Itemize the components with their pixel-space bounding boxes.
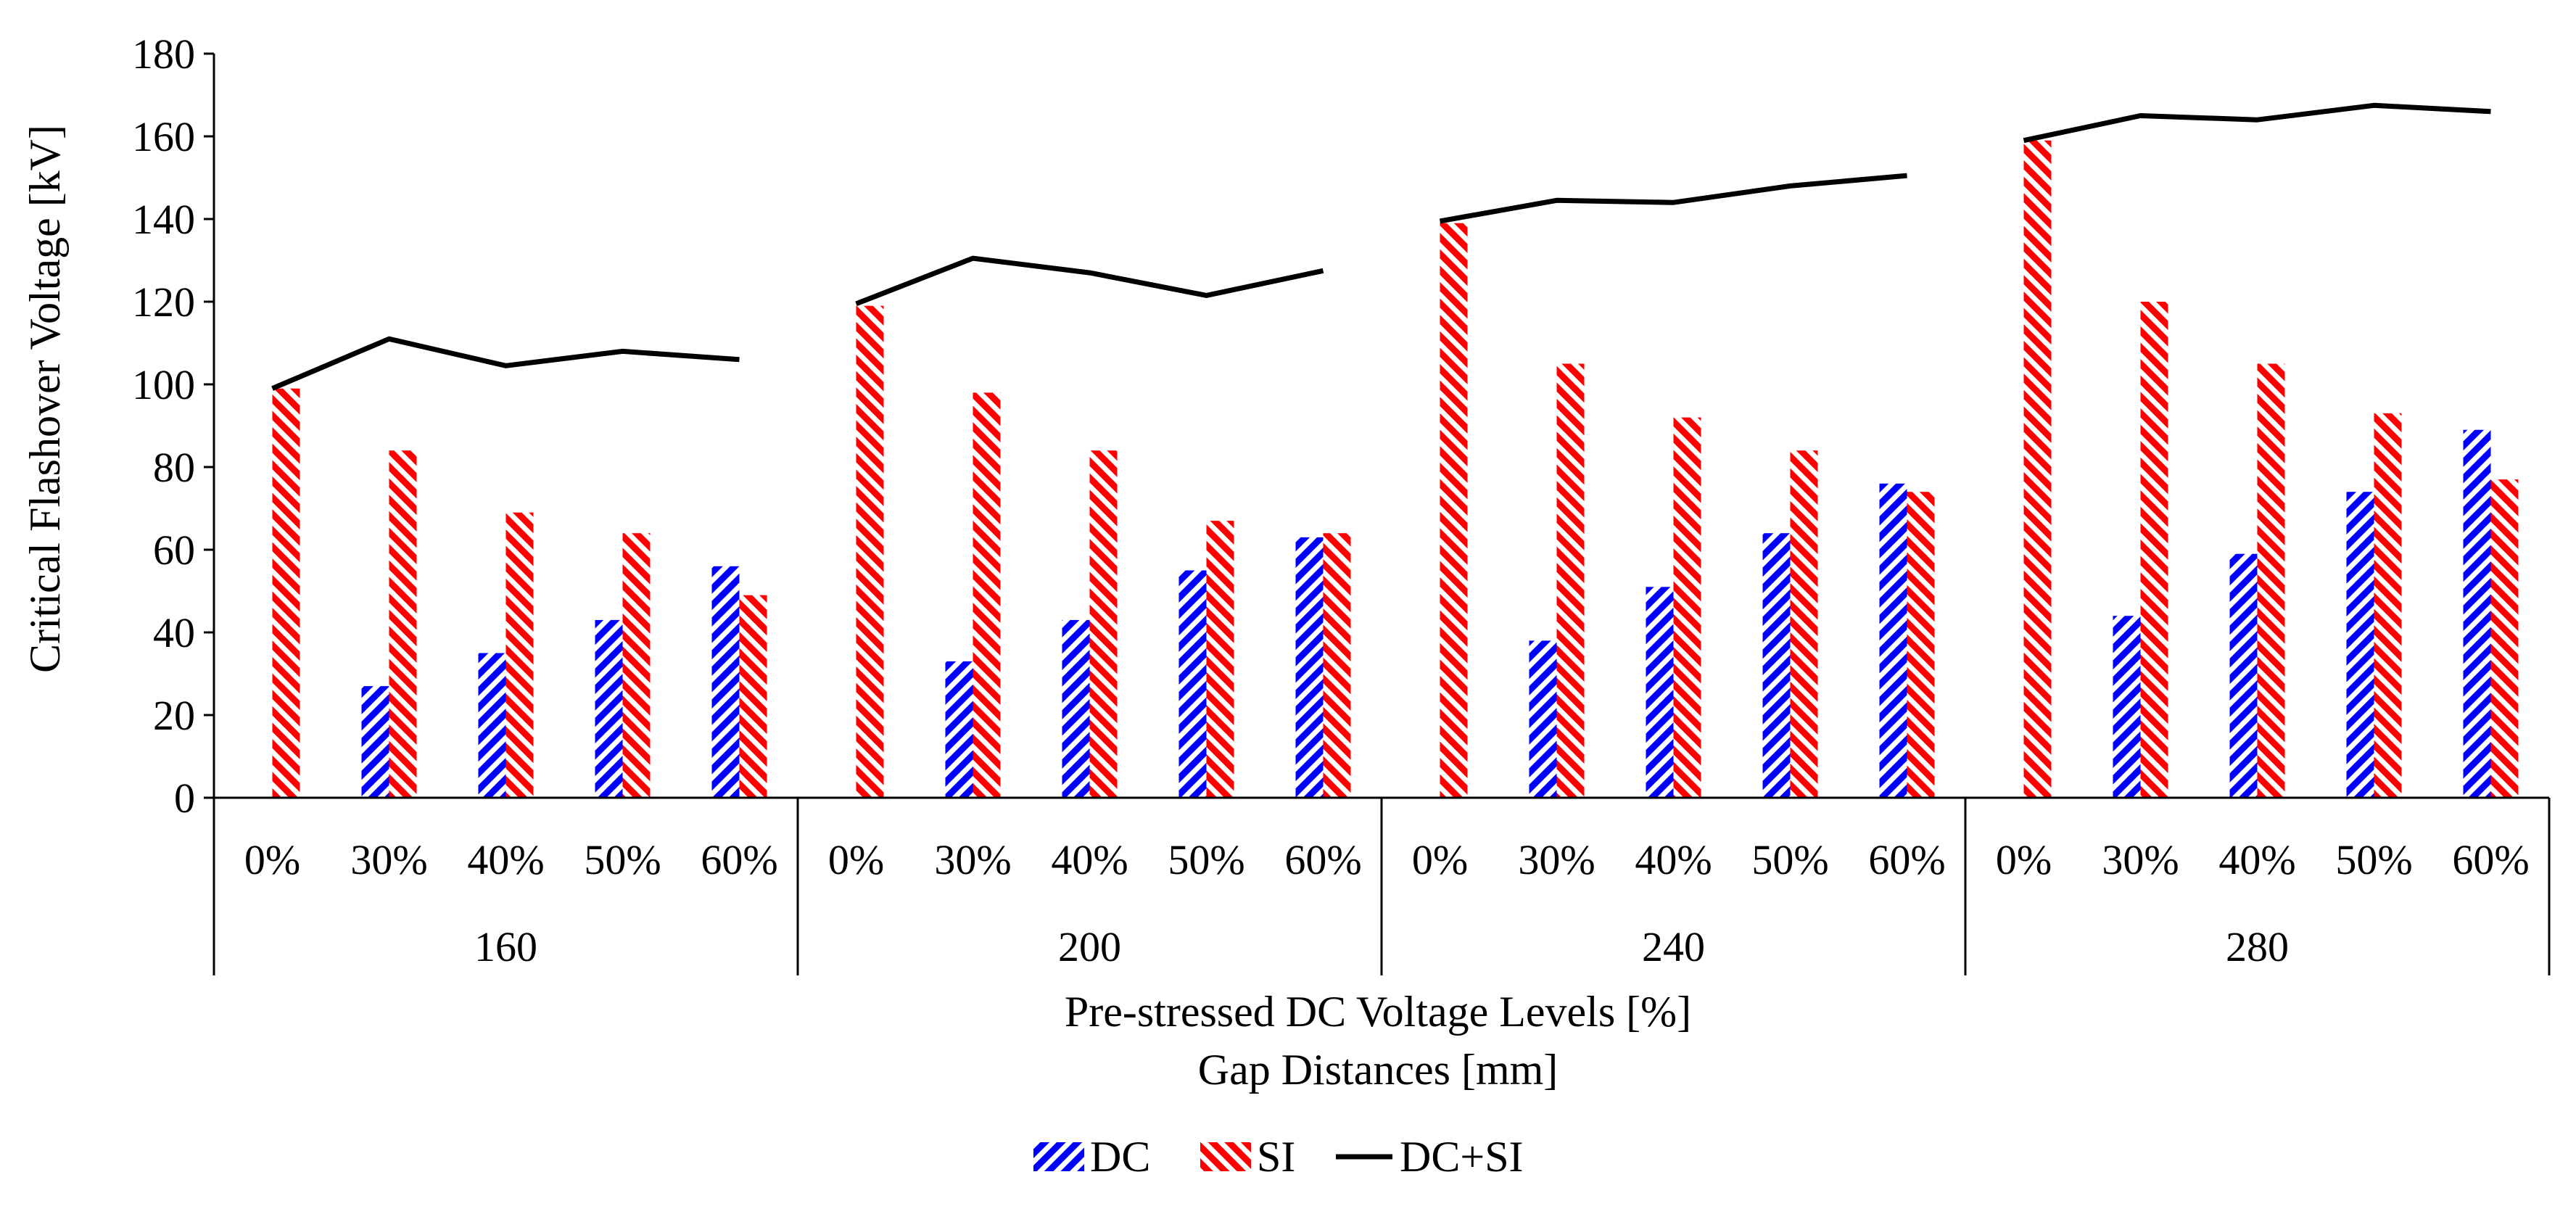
- legend: DC SI DC+SI: [1033, 1133, 1524, 1181]
- y-tick-label: 160: [132, 113, 195, 160]
- x-subcategory-label: 30%: [1518, 836, 1595, 883]
- bar-dc: [945, 661, 973, 798]
- legend-label-dc-si: DC+SI: [1400, 1133, 1524, 1181]
- bar-si: [2374, 413, 2402, 798]
- x-subcategory-label: 50%: [1168, 836, 1244, 883]
- bar-dc: [1295, 537, 1324, 798]
- bar-dc: [478, 653, 506, 798]
- x-subcategory-label: 50%: [1751, 836, 1828, 883]
- line-series: [271, 102, 2491, 391]
- legend-label-dc: DC: [1090, 1133, 1150, 1181]
- y-tick-label: 100: [132, 361, 195, 408]
- line-dc-si-segment: [271, 336, 740, 391]
- y-tick-label: 80: [153, 444, 195, 491]
- x-subcategory-label: 0%: [1412, 836, 1468, 883]
- bar-si: [1089, 450, 1118, 798]
- bar-si: [739, 595, 767, 798]
- line-dc-si-segment: [855, 255, 1324, 307]
- bar-dc: [2113, 616, 2141, 798]
- y-tick-label: 40: [153, 609, 195, 656]
- y-tick-label: 180: [132, 30, 195, 78]
- x-subcategory-label: 30%: [2102, 836, 2179, 883]
- x-group-label: 200: [1058, 923, 1121, 970]
- x-subcategory-label: 30%: [350, 836, 427, 883]
- bar-dc: [2346, 492, 2374, 798]
- bar-si: [505, 512, 534, 798]
- x-group-label: 160: [474, 923, 537, 970]
- bar-dc: [711, 566, 740, 798]
- bar-dc: [361, 686, 389, 798]
- bar-dc: [2463, 429, 2491, 798]
- x-subcategory-label: 0%: [1996, 836, 2052, 883]
- x-subcategory-label: 40%: [467, 836, 544, 883]
- y-axis: 0 20 40 60 80 100 120 140 160 180: [132, 30, 215, 822]
- bar-si: [1673, 417, 1701, 798]
- x-subcategory-label: 40%: [1051, 836, 1128, 883]
- x-subcategory-label: 30%: [934, 836, 1011, 883]
- bar-si: [389, 450, 417, 798]
- x-axis: 0% 30% 40% 50% 60% 0% 30% 40% 50% 60% 0% 30% 40% 50% 6…: [212, 796, 2551, 975]
- x-subcategory-label: 40%: [2218, 836, 2295, 883]
- bar-dc: [1062, 619, 1090, 798]
- bar-si: [2257, 363, 2285, 798]
- y-tick-label: 140: [132, 196, 195, 243]
- line-dc-si-segment: [1439, 173, 1907, 224]
- bar-si: [1907, 492, 1935, 798]
- y-tick-label: 60: [153, 527, 195, 574]
- bar-dc: [2229, 553, 2258, 798]
- bar-si: [973, 392, 1001, 798]
- x-subcategory-label: 60%: [2452, 836, 2529, 883]
- bar-si: [622, 533, 651, 798]
- bar-si: [2140, 302, 2168, 798]
- x-axis-title-line-1: Pre-stressed DC Voltage Levels [%]: [1065, 988, 1691, 1036]
- x-axis-title-line-2: Gap Distances [mm]: [1198, 1046, 1559, 1094]
- y-tick-label: 0: [174, 775, 195, 822]
- bar-dc: [1879, 483, 1907, 798]
- x-subcategory-label: 0%: [244, 836, 300, 883]
- bar-si: [272, 388, 300, 798]
- bars: [272, 140, 2519, 798]
- x-group-label: 280: [2226, 923, 2289, 970]
- bar-dc: [1529, 640, 1557, 798]
- bar-si: [2023, 140, 2052, 798]
- x-group-label: 240: [1642, 923, 1705, 970]
- x-subcategory-label: 40%: [1635, 836, 1712, 883]
- bar-dc: [1178, 570, 1207, 798]
- y-axis-title: Critical Flashover Voltage [kV]: [21, 125, 69, 673]
- y-tick-label: 120: [132, 278, 195, 326]
- bar-dc: [595, 619, 623, 798]
- legend-swatch-dc: [1033, 1142, 1084, 1171]
- x-subcategory-label: 0%: [828, 836, 884, 883]
- bar-si: [1323, 533, 1351, 798]
- x-subcategory-label: 60%: [1868, 836, 1945, 883]
- x-subcategory-label: 60%: [1284, 836, 1361, 883]
- bar-si: [856, 305, 884, 798]
- legend-swatch-si: [1200, 1142, 1251, 1171]
- line-dc-si-segment: [2023, 102, 2491, 144]
- legend-label-si: SI: [1257, 1133, 1295, 1181]
- x-subcategory-label: 50%: [2335, 836, 2412, 883]
- x-subcategory-label: 50%: [584, 836, 661, 883]
- bar-si: [1440, 223, 1468, 798]
- bar-dc: [1762, 533, 1791, 798]
- bar-dc: [1646, 587, 1674, 798]
- bar-si: [2490, 479, 2519, 798]
- bar-si: [1206, 521, 1234, 798]
- x-subcategory-label: 60%: [701, 836, 777, 883]
- bar-si: [1790, 450, 1818, 798]
- bar-si: [1556, 363, 1585, 798]
- y-tick-label: 20: [153, 692, 195, 739]
